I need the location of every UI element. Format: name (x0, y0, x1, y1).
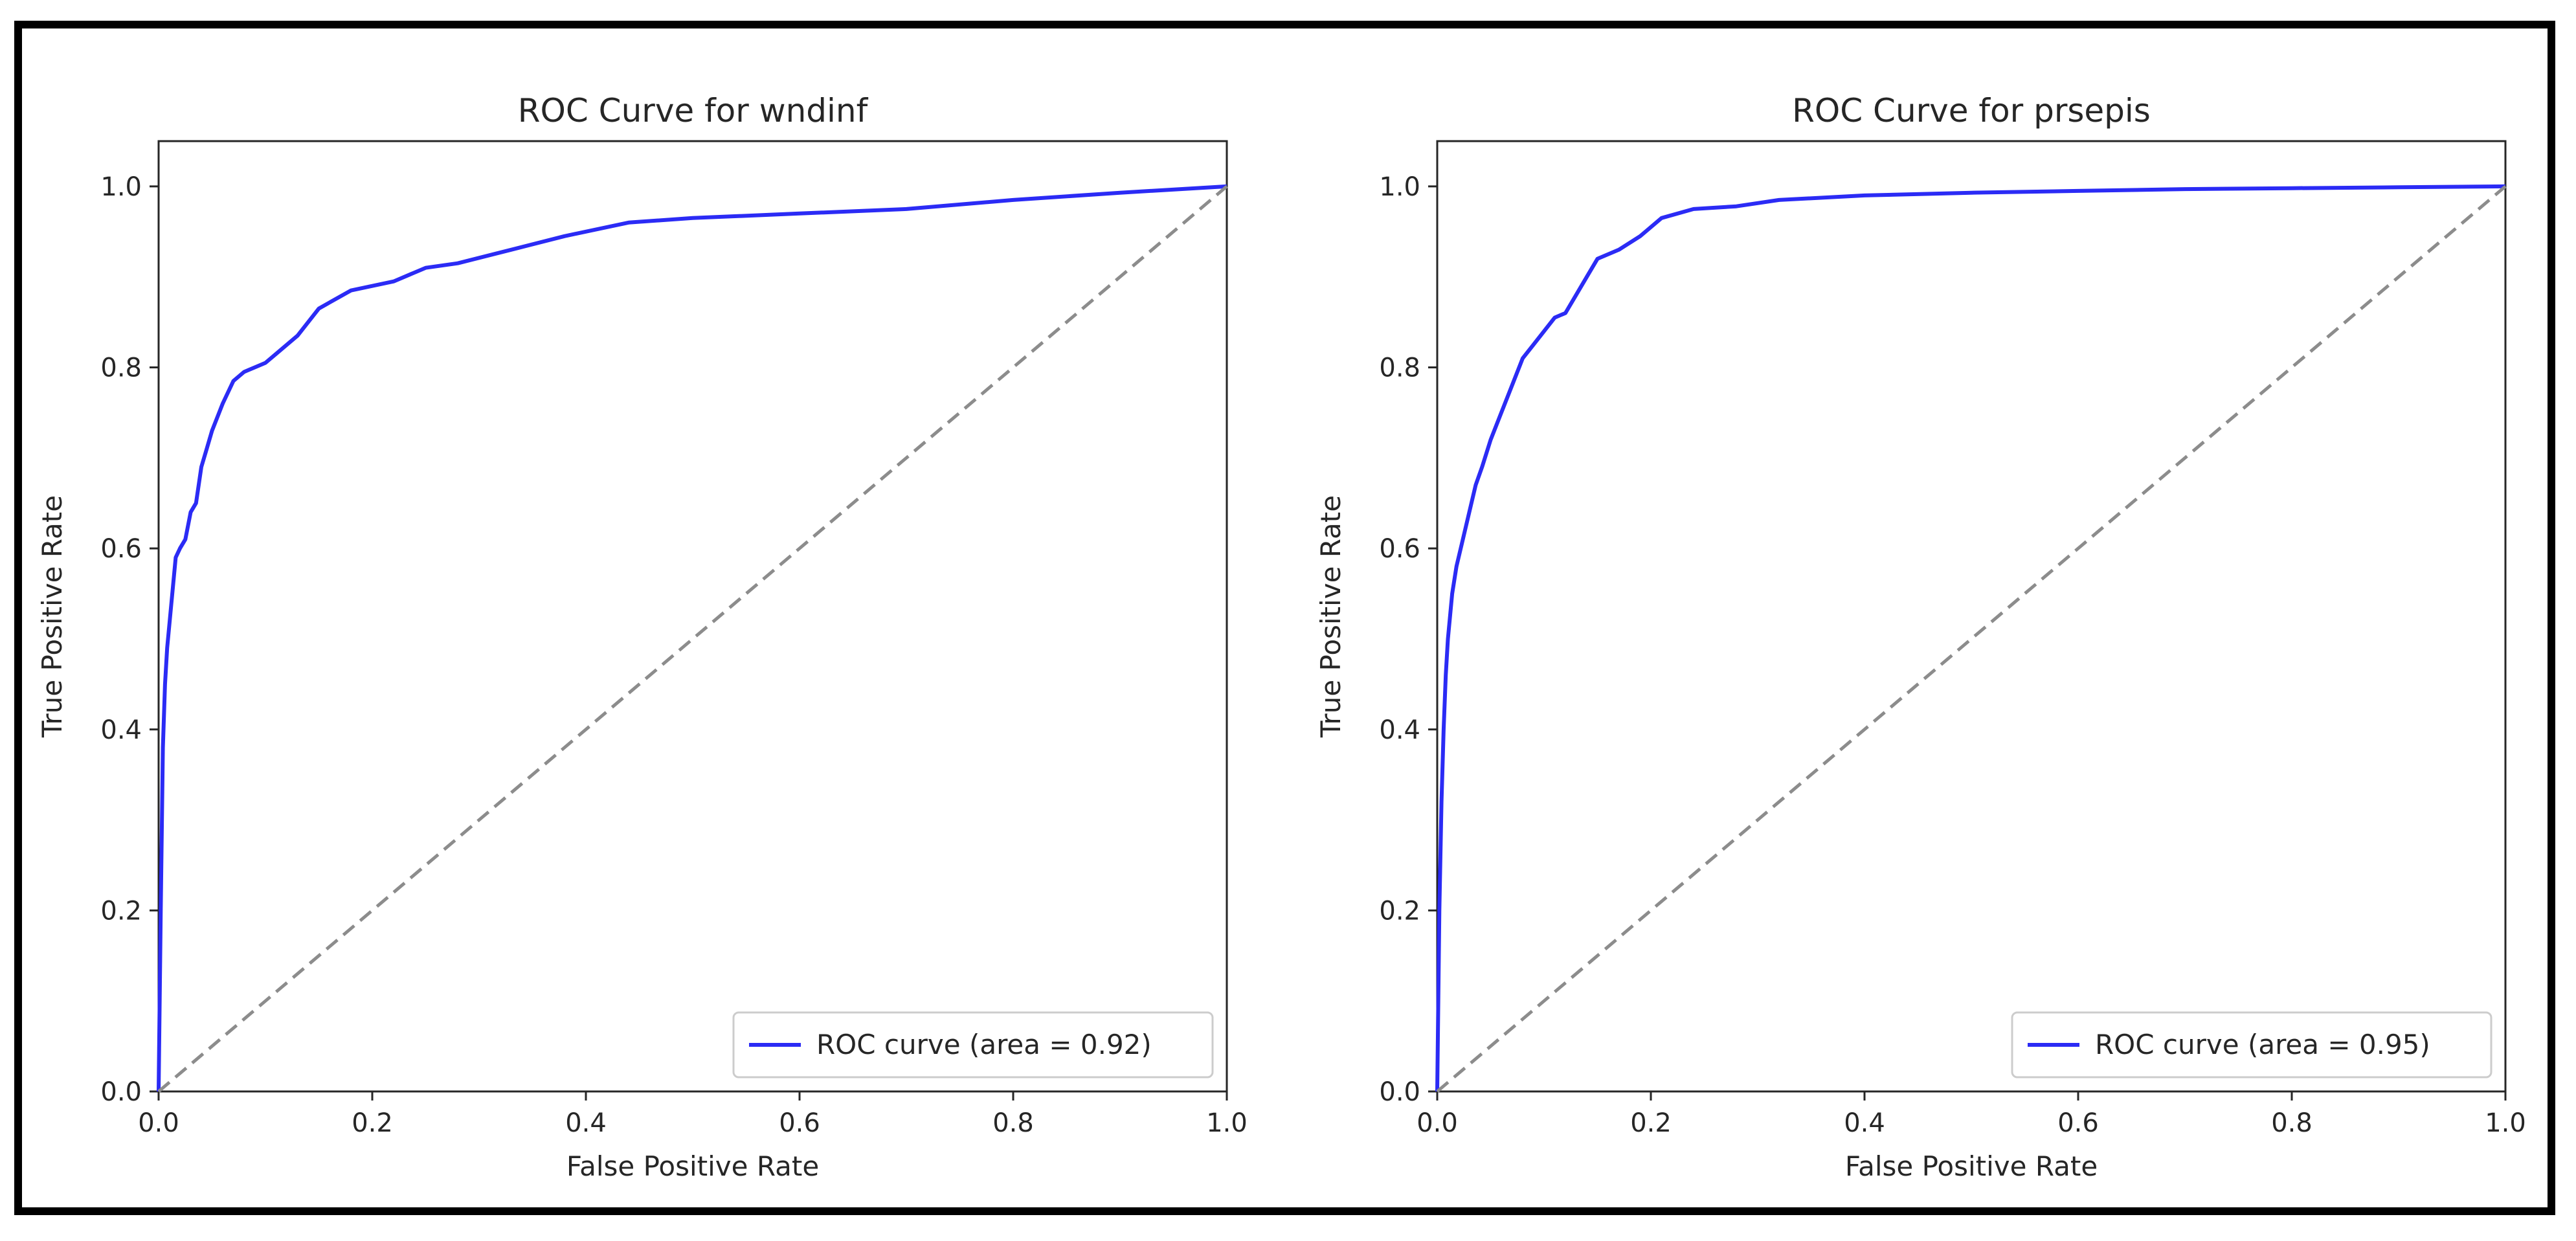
left-chart-legend: ROC curve (area = 0.92) (732, 1011, 1214, 1079)
right-chart-legend-box (2011, 1011, 2492, 1079)
right-chart-x-tick-label: 0.6 (2057, 1108, 2099, 1138)
right-chart-legend-label: ROC curve (area = 0.95) (2095, 1029, 2430, 1060)
left-chart-roc-curve (157, 184, 1227, 1092)
right-chart: ROC Curve for prsepis 0.0 0.2 0.4 0.6 0.8 1.0 0… (1315, 92, 2526, 1182)
left-chart-y-tick-label: 1.0 (100, 172, 142, 202)
left-chart-plot-area (157, 140, 1228, 1093)
right-chart-y-axis-label: True Positive Rate (1315, 495, 1347, 738)
right-chart-x-tick-label: 0.8 (2271, 1108, 2313, 1138)
right-chart-y-tick-label: 0.8 (1379, 353, 1420, 383)
right-chart-y-tick-label: 0.6 (1379, 534, 1420, 564)
left-chart: ROC Curve for wndinf 0.0 0.2 0.4 0.6 0.8 1.0 0.… (36, 92, 1248, 1182)
left-chart-y-tick-label: 0.2 (100, 896, 142, 926)
left-chart-x-tick-label: 0.0 (138, 1108, 179, 1138)
left-chart-x-tick-label: 0.4 (565, 1108, 607, 1138)
left-chart-title: ROC Curve for wndinf (518, 92, 869, 129)
right-chart-y-tick-label: 1.0 (1379, 172, 1420, 202)
right-chart-title: ROC Curve for prsepis (1792, 92, 2151, 129)
left-chart-y-tick-label: 0.6 (100, 534, 142, 564)
right-chart-diagonal-line (1436, 184, 2507, 1093)
right-chart-legend: ROC curve (area = 0.95) (2011, 1011, 2492, 1079)
left-chart-y-tick-label: 0.8 (100, 353, 142, 383)
left-chart-x-axis-label: False Positive Rate (566, 1150, 819, 1182)
left-chart-diagonal-line (157, 184, 1228, 1093)
right-chart-x-tick-label: 1.0 (2485, 1108, 2526, 1138)
left-chart-y-tick-label: 0.0 (100, 1077, 142, 1107)
right-chart-x-tick-label: 0.2 (1630, 1108, 1672, 1138)
left-chart-legend-label: ROC curve (area = 0.92) (816, 1029, 1152, 1060)
left-chart-y-tick-label: 0.4 (100, 715, 142, 745)
left-chart-legend-box (732, 1011, 1214, 1079)
right-chart-roc-curve (1435, 184, 2506, 1092)
right-chart-plot-area (1436, 140, 2507, 1093)
left-chart-x-tick-label: 0.2 (352, 1108, 393, 1138)
left-chart-x-tick-label: 0.8 (992, 1108, 1034, 1138)
left-chart-x-tick-label: 1.0 (1206, 1108, 1248, 1138)
right-chart-x-tick-label: 0.4 (1844, 1108, 1885, 1138)
right-chart-x-tick-label: 0.0 (1417, 1108, 1458, 1138)
right-chart-y-tick-label: 0.0 (1379, 1077, 1420, 1107)
right-chart-x-axis-label: False Positive Rate (1845, 1150, 2098, 1182)
right-chart-y-tick-label: 0.2 (1379, 896, 1420, 926)
left-chart-y-axis-label: True Positive Rate (36, 495, 68, 738)
left-chart-x-tick-label: 0.6 (779, 1108, 820, 1138)
right-chart-y-tick-label: 0.4 (1379, 715, 1420, 745)
